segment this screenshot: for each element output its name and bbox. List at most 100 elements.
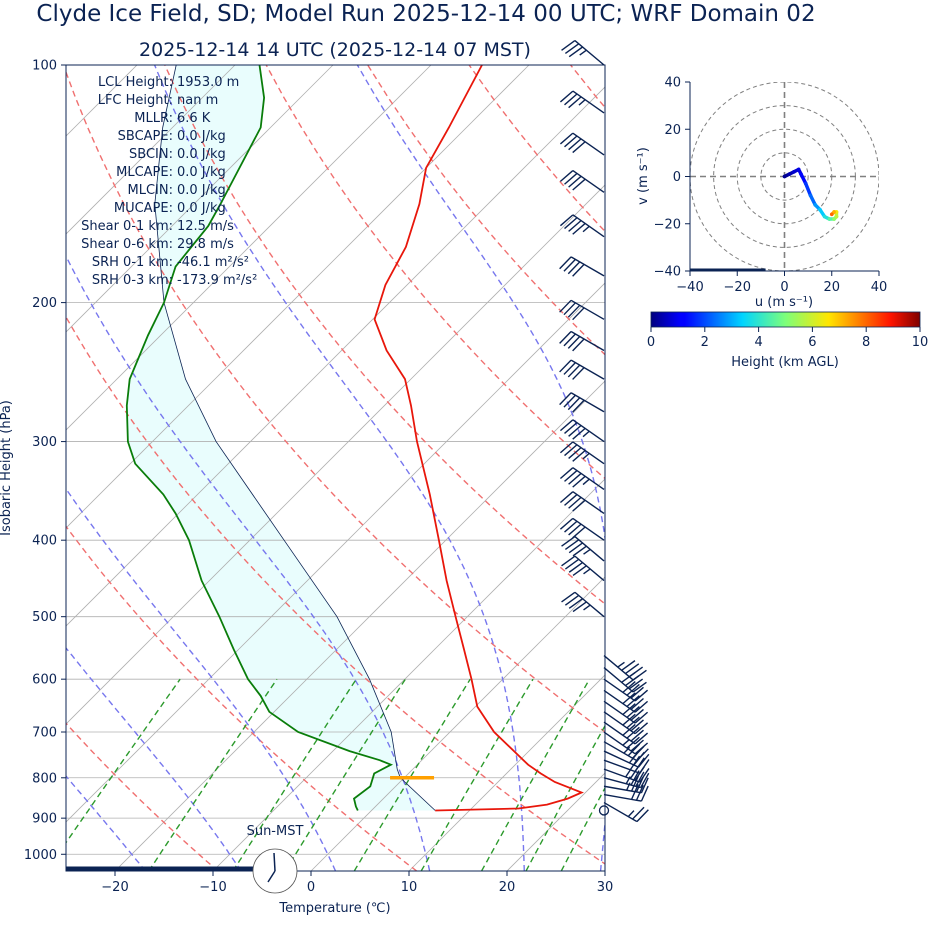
barb-full <box>637 753 650 768</box>
barb-full <box>568 96 582 109</box>
hodograph-area: −40 −20 0 20 40 −40 −20 0 20 40 <box>654 76 888 296</box>
barb-shaft <box>570 330 605 352</box>
barb-full <box>640 785 649 802</box>
colorbar-ticks: 0 2 4 6 8 10 <box>647 327 928 350</box>
index-row: LFC Height: nan m <box>98 93 219 108</box>
barb-full <box>559 331 572 344</box>
barb-full <box>621 660 636 671</box>
dry-adiabat <box>570 65 605 109</box>
barb-full <box>626 706 640 718</box>
barb-full <box>568 46 583 58</box>
barb-shaft <box>572 419 605 443</box>
y-tick-label: 100 <box>32 59 57 74</box>
y-tick-label: 800 <box>32 771 57 786</box>
wind-barb <box>603 678 649 702</box>
barb-full <box>572 475 586 488</box>
barb-full <box>563 333 576 347</box>
isotherm <box>66 65 530 529</box>
index-label: SBCAPE: <box>118 129 173 144</box>
barb-full <box>559 256 572 270</box>
index-row: LCL Height: 1953.0 m <box>98 75 239 90</box>
barb-full <box>564 470 578 482</box>
wind-barb <box>559 299 605 321</box>
moist-adiabat <box>356 65 605 871</box>
barb-shaft <box>603 785 642 794</box>
hodograph-y-tick-label: −20 <box>654 217 681 232</box>
colorbar-tick-label: 0 <box>647 335 655 350</box>
wind-barbs <box>559 40 650 823</box>
wind-barb <box>559 419 605 443</box>
isotherm <box>66 65 138 137</box>
index-value: 0.0 J/kg <box>177 183 226 198</box>
barb-full <box>634 700 649 713</box>
dry-adiabat <box>468 65 605 233</box>
wind-barb <box>559 214 605 238</box>
dry-adiabat <box>672 65 928 871</box>
wind-barb <box>559 517 605 541</box>
barb-half <box>617 661 625 668</box>
barb-shaft <box>603 654 634 681</box>
barb-full <box>640 772 650 788</box>
barb-full <box>564 93 578 106</box>
index-value: nan m <box>177 93 218 108</box>
barb-full <box>559 214 574 227</box>
index-label: MLLR: <box>134 111 173 126</box>
wind-barb <box>603 755 650 774</box>
barb-half <box>625 769 631 778</box>
barb-half <box>582 452 590 460</box>
height-colorbar: 0 2 4 6 8 10 Height (km AGL) <box>647 311 928 370</box>
wind-barb <box>603 721 649 745</box>
hodograph-point <box>832 210 836 214</box>
barb-full <box>564 444 578 457</box>
barb-shaft <box>603 793 642 802</box>
sun-clock-hand-2 <box>273 852 276 872</box>
barb-shaft <box>603 721 636 745</box>
barb-full <box>628 666 644 678</box>
barb-full <box>559 517 574 530</box>
index-row: MLCAPE: 0.0 J/kg <box>116 165 226 180</box>
barb-half <box>622 739 630 746</box>
index-label: SRH 0-3 km: <box>92 273 173 288</box>
barb-shaft <box>603 759 640 774</box>
wind-barb <box>559 169 605 193</box>
barb-full <box>564 422 578 434</box>
barb-full <box>639 759 650 774</box>
hodograph-x-tick-label: 40 <box>871 280 888 295</box>
skewt-axes: −20 −10 0 10 20 30 100 200 300 400 500 600 700 800 900… <box>24 59 613 896</box>
barb-full <box>572 565 587 577</box>
barb-full <box>568 598 583 609</box>
barb-half <box>582 430 590 438</box>
isotherm <box>66 86 605 627</box>
barb-full <box>572 427 586 440</box>
y-tick-label: 1000 <box>24 848 57 863</box>
wind-barb <box>603 667 647 693</box>
barb-full <box>630 708 644 721</box>
hodograph-y-tick-label: 0 <box>673 170 681 185</box>
moist-adiabat <box>66 774 146 871</box>
index-label: SBCIN: <box>129 147 173 162</box>
wind-barb <box>603 700 649 724</box>
barb-full <box>572 449 586 462</box>
barb-full <box>640 777 649 794</box>
hodograph-y-tick-label: 40 <box>664 76 681 91</box>
barb-shaft <box>603 768 640 783</box>
wind-barb <box>603 741 649 762</box>
index-row: Shear 0-1 km: 12.5 m/s <box>81 219 234 234</box>
barb-full <box>559 441 574 454</box>
barb-full <box>559 392 572 406</box>
hodograph-point <box>803 181 808 186</box>
moist-adiabat <box>66 487 337 871</box>
barb-full <box>561 40 576 51</box>
index-row: Shear 0-6 km: 29.8 m/s <box>81 237 234 252</box>
barb-full <box>635 771 645 787</box>
y-tick-label: 400 <box>32 534 57 549</box>
isotherm <box>66 282 605 823</box>
barb-full <box>639 768 650 783</box>
barb-full <box>572 367 585 380</box>
barb-full <box>564 494 578 506</box>
hodograph-point <box>834 214 839 219</box>
barb-full <box>572 601 587 613</box>
index-label: MUCAPE: <box>114 201 173 216</box>
dry-adiabat <box>66 315 605 865</box>
wind-barb <box>598 805 610 816</box>
